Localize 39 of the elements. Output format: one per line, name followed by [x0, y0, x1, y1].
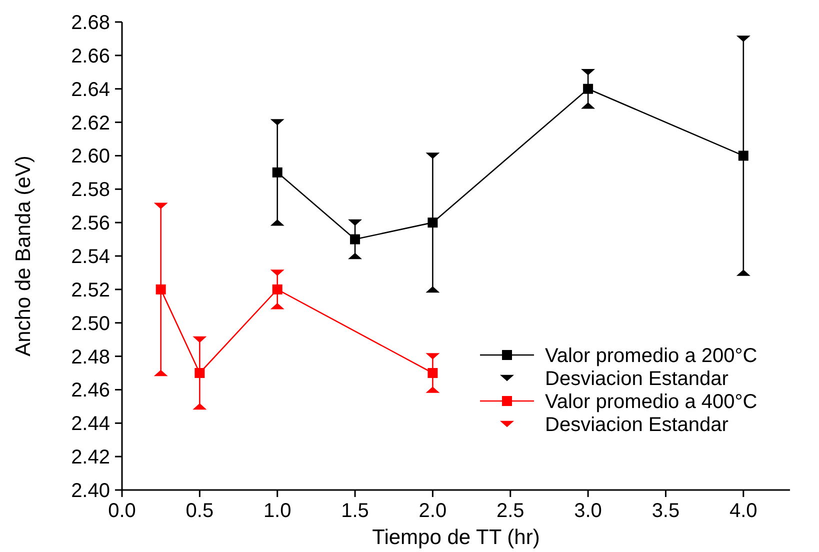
y-tick-label: 2.60: [71, 146, 110, 168]
point: [272, 284, 282, 294]
point: [738, 150, 748, 161]
legend-label: Valor promedio a 200°C: [545, 345, 758, 367]
x-tick-label: 4.0: [729, 500, 758, 522]
point: [194, 368, 205, 378]
x-tick-label: 3.5: [652, 500, 680, 522]
y-tick-label: 2.40: [71, 480, 110, 502]
point: [583, 84, 594, 94]
x-tick-label: 2.0: [418, 500, 447, 522]
y-tick-label: 2.42: [71, 446, 110, 469]
y-tick-label: 2.54: [71, 246, 110, 268]
y-tick-label: 2.64: [71, 78, 110, 101]
x-tick-label: 0.5: [186, 500, 214, 522]
y-tick-label: 2.48: [71, 346, 110, 368]
y-axis-title: Ancho de Banda (eV): [12, 156, 35, 356]
y-tick-label: 2.56: [71, 212, 110, 235]
point: [428, 368, 438, 378]
legend-label: Valor promedio a 400°C: [545, 391, 758, 413]
legend-label: Desviacion Estandar: [545, 368, 729, 390]
point: [272, 167, 282, 178]
x-tick-label: 0.0: [108, 500, 136, 522]
x-tick-label: 3.0: [574, 500, 602, 522]
x-tick-label: 2.5: [496, 500, 524, 522]
point: [350, 234, 360, 244]
y-tick-label: 2.46: [71, 380, 110, 402]
y-tick-label: 2.50: [71, 312, 110, 335]
y-tick-label: 2.52: [71, 279, 110, 302]
y-tick-label: 2.68: [71, 12, 110, 34]
x-axis-title: Tiempo de TT (hr): [372, 526, 540, 549]
legend-label: Desviacion Estandar: [545, 414, 729, 436]
x-tick-label: 1.5: [341, 500, 369, 522]
y-tick-label: 2.58: [71, 179, 110, 202]
y-tick-label: 2.62: [71, 112, 110, 134]
point: [156, 284, 166, 294]
y-tick-label: 2.44: [71, 413, 110, 436]
x-tick-label: 1.0: [263, 500, 292, 522]
point: [428, 218, 438, 228]
y-tick-label: 2.66: [71, 45, 110, 68]
